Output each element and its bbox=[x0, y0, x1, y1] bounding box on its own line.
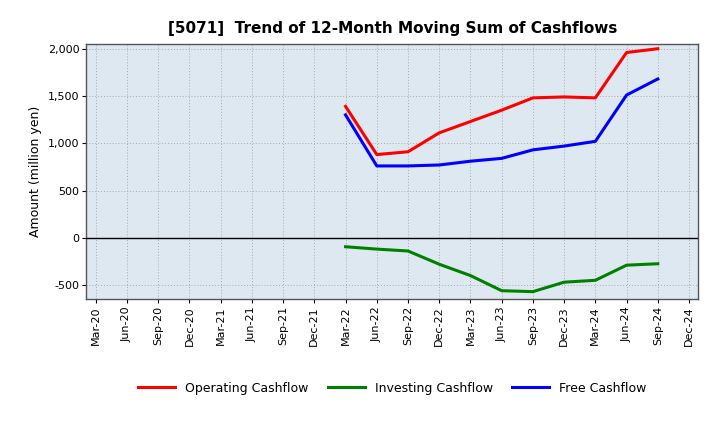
Operating Cashflow bbox=[435, 130, 444, 136]
Line: Investing Cashflow: Investing Cashflow bbox=[346, 247, 658, 292]
Operating Cashflow bbox=[341, 104, 350, 109]
Investing Cashflow bbox=[560, 279, 569, 285]
Investing Cashflow bbox=[435, 262, 444, 267]
Free Cashflow bbox=[528, 147, 537, 153]
Investing Cashflow bbox=[372, 246, 381, 252]
Legend: Operating Cashflow, Investing Cashflow, Free Cashflow: Operating Cashflow, Investing Cashflow, … bbox=[133, 377, 652, 400]
Line: Operating Cashflow: Operating Cashflow bbox=[346, 49, 658, 154]
Free Cashflow bbox=[404, 163, 413, 169]
Operating Cashflow bbox=[622, 50, 631, 55]
Free Cashflow bbox=[591, 139, 600, 144]
Operating Cashflow bbox=[466, 119, 474, 124]
Free Cashflow bbox=[622, 92, 631, 98]
Free Cashflow bbox=[560, 143, 569, 149]
Free Cashflow bbox=[372, 163, 381, 169]
Investing Cashflow bbox=[528, 289, 537, 294]
Operating Cashflow bbox=[591, 95, 600, 100]
Free Cashflow bbox=[654, 76, 662, 81]
Investing Cashflow bbox=[654, 261, 662, 266]
Line: Free Cashflow: Free Cashflow bbox=[346, 79, 658, 166]
Operating Cashflow bbox=[654, 46, 662, 51]
Operating Cashflow bbox=[372, 152, 381, 157]
Y-axis label: Amount (million yen): Amount (million yen) bbox=[30, 106, 42, 237]
Operating Cashflow bbox=[560, 94, 569, 99]
Investing Cashflow bbox=[591, 278, 600, 283]
Investing Cashflow bbox=[498, 288, 506, 293]
Investing Cashflow bbox=[404, 248, 413, 253]
Title: [5071]  Trend of 12-Month Moving Sum of Cashflows: [5071] Trend of 12-Month Moving Sum of C… bbox=[168, 21, 617, 36]
Investing Cashflow bbox=[341, 244, 350, 249]
Free Cashflow bbox=[435, 162, 444, 168]
Free Cashflow bbox=[341, 112, 350, 117]
Operating Cashflow bbox=[404, 149, 413, 154]
Operating Cashflow bbox=[528, 95, 537, 100]
Free Cashflow bbox=[498, 156, 506, 161]
Operating Cashflow bbox=[498, 107, 506, 113]
Free Cashflow bbox=[466, 158, 474, 164]
Investing Cashflow bbox=[466, 273, 474, 278]
Investing Cashflow bbox=[622, 263, 631, 268]
